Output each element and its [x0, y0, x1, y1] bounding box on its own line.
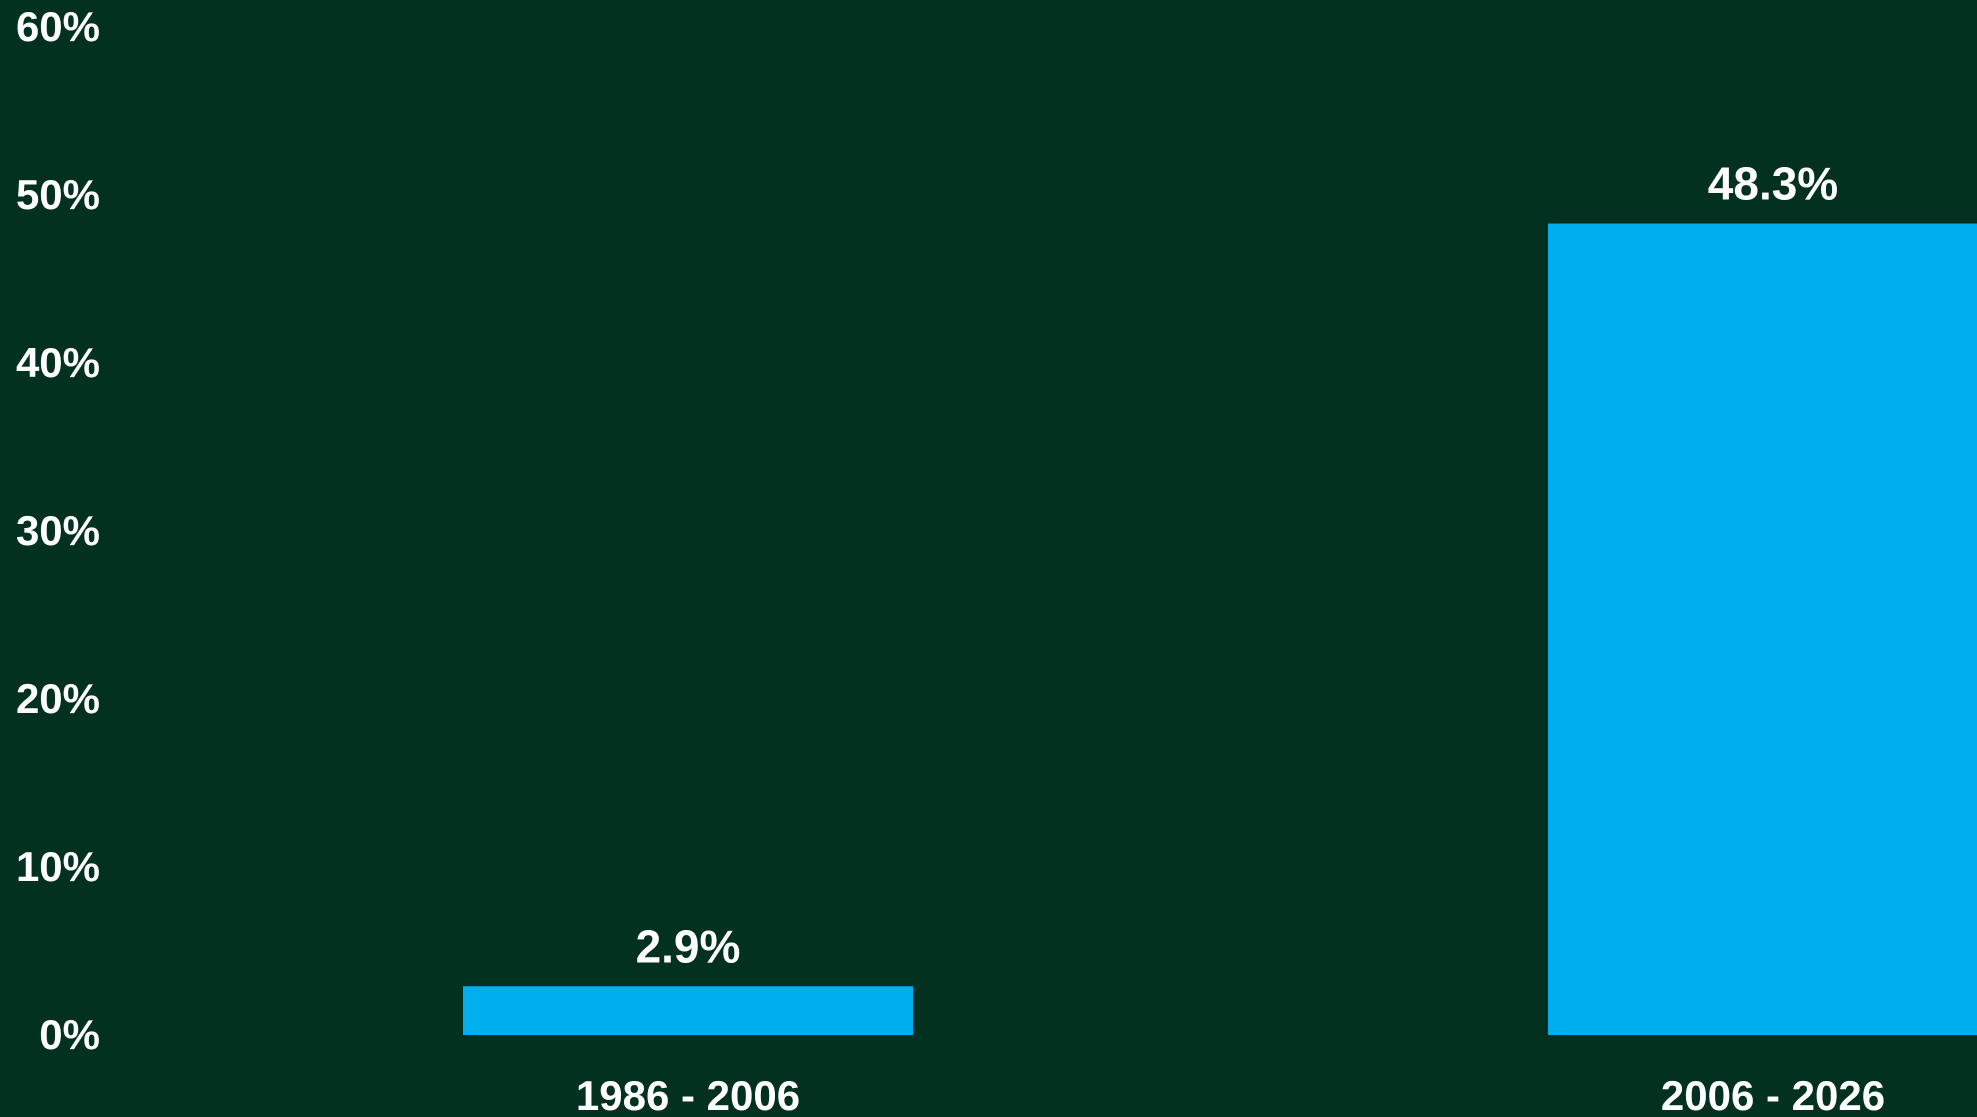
y-axis: 0% 10% 20% 30% 40% 50% 60%: [16, 3, 100, 1058]
y-tick-label: 30%: [16, 507, 100, 554]
x-axis: 1986 - 2006 2006 - 2026: [576, 1072, 1885, 1117]
bar: [1548, 223, 1977, 1035]
y-tick-label: 20%: [16, 675, 100, 722]
bar-value-label: 48.3%: [1708, 158, 1838, 210]
bars-group: [463, 223, 1977, 1035]
bar: [463, 986, 913, 1035]
data-labels-group: 2.9% 48.3%: [636, 158, 1839, 973]
y-tick-label: 60%: [16, 3, 100, 50]
x-category-label: 2006 - 2026: [1661, 1072, 1885, 1117]
bar-value-label: 2.9%: [636, 920, 741, 972]
y-tick-label: 40%: [16, 339, 100, 386]
y-tick-label: 10%: [16, 843, 100, 890]
x-category-label: 1986 - 2006: [576, 1072, 800, 1117]
y-tick-label: 50%: [16, 171, 100, 218]
y-tick-label: 0%: [39, 1011, 100, 1058]
